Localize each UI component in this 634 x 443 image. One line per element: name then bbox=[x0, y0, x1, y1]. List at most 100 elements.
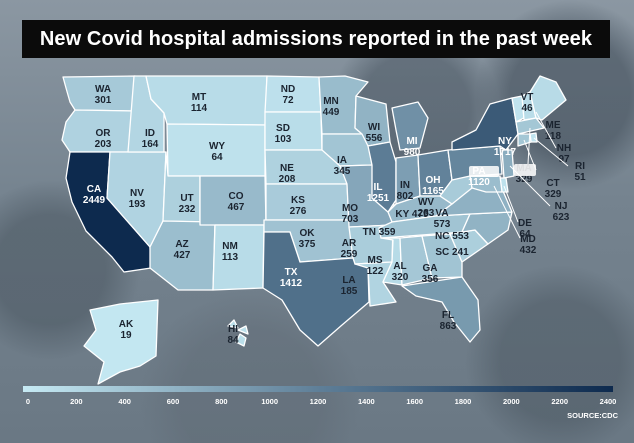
scale-gradient-bar bbox=[23, 386, 613, 392]
state-ma bbox=[515, 117, 545, 135]
state-value-or: 203 bbox=[95, 139, 112, 150]
state-code-me: ME bbox=[546, 120, 561, 131]
scale-tick-label: 1200 bbox=[310, 397, 327, 406]
state-value-il: 1251 bbox=[367, 193, 390, 204]
state-value-co: 467 bbox=[228, 202, 245, 213]
state-value-ut: 232 bbox=[179, 204, 196, 215]
state-code-mt: MT bbox=[192, 92, 206, 103]
state-value-mt: 114 bbox=[191, 103, 208, 114]
state-ga bbox=[421, 233, 463, 279]
state-value-tx: 1412 bbox=[280, 278, 303, 289]
state-ks bbox=[265, 183, 350, 221]
state-value-wa: 301 bbox=[95, 95, 112, 106]
title-banner: New Covid hospital admissions reported i… bbox=[22, 20, 610, 58]
scale-tick-label: 2400 bbox=[600, 397, 617, 406]
label-backdrop-ct bbox=[514, 164, 536, 176]
state-sd bbox=[264, 111, 323, 151]
state-value-ok: 375 bbox=[299, 239, 316, 250]
state-code-la: LA bbox=[342, 275, 355, 286]
state-code-il: IL bbox=[374, 182, 383, 193]
state-code-ks: KS bbox=[291, 195, 305, 206]
state-code-de: DE bbox=[518, 218, 532, 229]
source-note: SOURCE:CDC bbox=[567, 411, 618, 420]
state-code-in: IN bbox=[400, 180, 410, 191]
state-fl bbox=[401, 276, 481, 343]
state-value-al: 320 bbox=[392, 272, 409, 283]
state-value-fl: 863 bbox=[440, 321, 457, 332]
state-mi bbox=[391, 101, 429, 151]
state-code-wv: WV bbox=[418, 197, 434, 208]
state-value-nj: 623 bbox=[553, 212, 570, 223]
scale-tick-label: 200 bbox=[70, 397, 83, 406]
state-value-ny: 1717 bbox=[494, 147, 517, 158]
state-code-ut: UT bbox=[180, 193, 193, 204]
state-code-ok: OK bbox=[300, 228, 316, 239]
state-value-nv: 193 bbox=[129, 199, 146, 210]
state-code-ga: GA bbox=[423, 263, 438, 274]
scale-tick-label: 400 bbox=[118, 397, 131, 406]
state-code-ne: NE bbox=[280, 163, 294, 174]
state-value-md: 432 bbox=[520, 245, 537, 256]
state-code-ar: AR bbox=[342, 238, 357, 249]
scale-tick-label: 2200 bbox=[551, 397, 568, 406]
state-hi bbox=[227, 319, 249, 347]
label-backdrop-pa bbox=[469, 166, 499, 177]
state-value-wi: 556 bbox=[366, 133, 383, 144]
state-shapes bbox=[61, 75, 567, 385]
state-value-ms: 122 bbox=[367, 266, 384, 277]
state-tx bbox=[262, 231, 370, 347]
leader-line-nj bbox=[509, 165, 551, 207]
scale-tick-label: 1600 bbox=[406, 397, 423, 406]
state-value-de: 64 bbox=[519, 229, 531, 240]
state-value-nm: 113 bbox=[222, 252, 239, 263]
state-value-ri: 51 bbox=[574, 172, 586, 183]
state-code-ct: CT bbox=[546, 178, 559, 189]
state-value-me: 118 bbox=[545, 131, 562, 142]
scale-tick-label: 1000 bbox=[261, 397, 278, 406]
leader-line-ri bbox=[533, 137, 569, 167]
state-code-mo: MO bbox=[342, 203, 358, 214]
scale-tick-label: 800 bbox=[215, 397, 228, 406]
state-ak bbox=[83, 299, 159, 385]
state-label-ky: KY 479 bbox=[395, 209, 429, 220]
state-value-ne: 208 bbox=[279, 174, 296, 185]
state-code-nh: NH bbox=[557, 143, 571, 154]
state-value-ga: 356 bbox=[422, 274, 439, 285]
state-label-tn: TN 359 bbox=[363, 227, 396, 238]
state-value-wv: 283 bbox=[418, 208, 435, 219]
state-me bbox=[529, 75, 567, 121]
state-value-ks: 276 bbox=[290, 206, 307, 217]
leader-line-nh bbox=[535, 111, 557, 149]
color-scale: 0 200 400 600 800 1000 1200 1400 1600 1800 2000 220… bbox=[23, 386, 616, 406]
state-code-nj: NJ bbox=[555, 201, 568, 212]
state-code-nm: NM bbox=[222, 241, 238, 252]
state-value-nh: 97 bbox=[558, 154, 570, 165]
scale-tick-label: 1400 bbox=[358, 397, 375, 406]
state-value-ar: 259 bbox=[341, 249, 358, 260]
leader-line-ct bbox=[523, 139, 537, 171]
state-code-az: AZ bbox=[175, 239, 188, 250]
state-nj bbox=[501, 149, 515, 179]
state-value-id: 164 bbox=[142, 139, 159, 150]
state-value-ct: 329 bbox=[545, 189, 562, 200]
state-value-mn: 449 bbox=[323, 107, 340, 118]
leader-line-ma bbox=[527, 127, 531, 165]
state-label-sc: SC 241 bbox=[435, 247, 469, 258]
state-code-pa: PA bbox=[472, 166, 485, 177]
state-value-nd: 72 bbox=[282, 95, 294, 106]
state-code-al: AL bbox=[393, 261, 406, 272]
state-code-hi: HI bbox=[228, 324, 238, 335]
state-value-ca: 2449 bbox=[83, 195, 106, 206]
state-code-mn: MN bbox=[323, 96, 339, 107]
state-code-wa: WA bbox=[95, 84, 111, 95]
state-code-ia: IA bbox=[337, 155, 347, 166]
state-code-wi: WI bbox=[368, 122, 380, 133]
state-code-co: CO bbox=[229, 191, 244, 202]
leader-line-de bbox=[503, 185, 519, 223]
state-code-ak: AK bbox=[119, 319, 134, 330]
scale-tick-label: 0 bbox=[26, 397, 30, 406]
state-code-ca: CA bbox=[87, 184, 101, 195]
state-code-mi: MI bbox=[406, 136, 417, 147]
state-code-nv: NV bbox=[130, 188, 144, 199]
